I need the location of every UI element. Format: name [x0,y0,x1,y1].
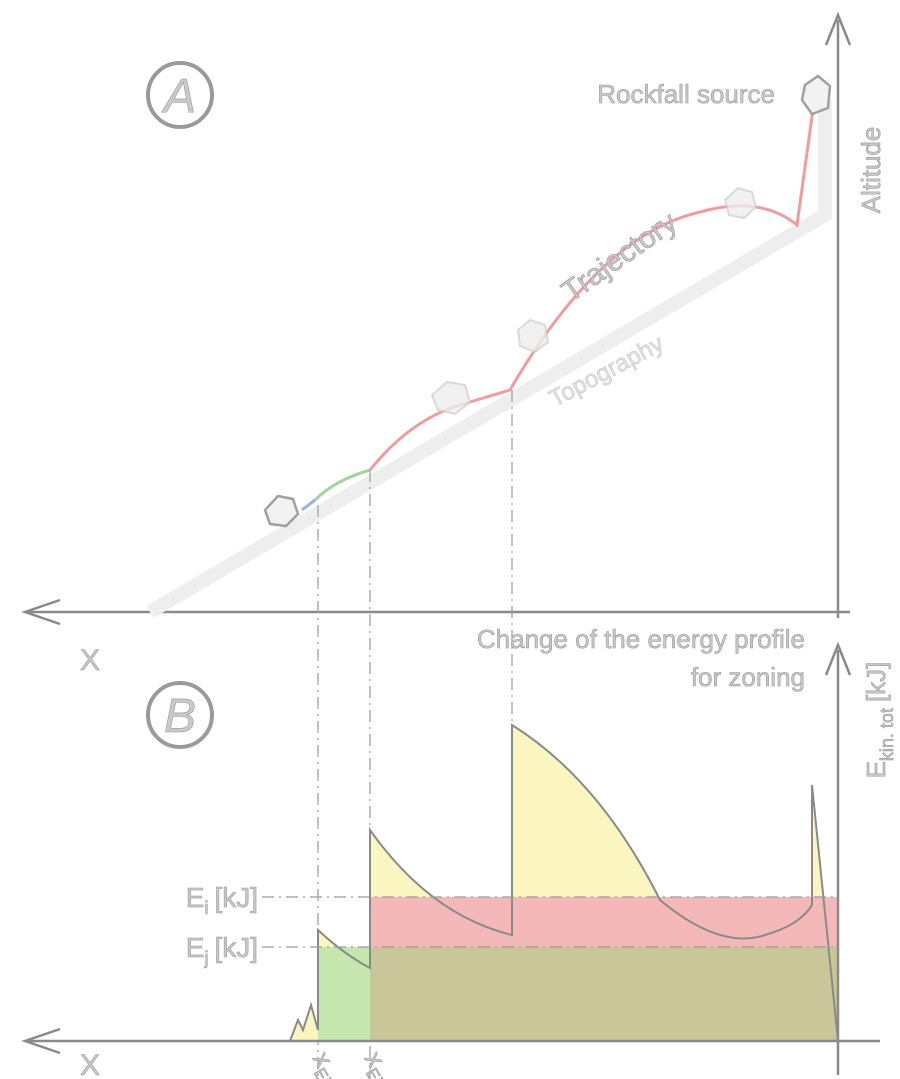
rock [802,76,830,114]
zone-mid [370,947,838,1041]
y-axis-label: Altitude [856,127,886,214]
note: Change of the energy profile [477,624,805,654]
source-label: Rockfall source [597,79,775,109]
label-sub: j [203,948,208,968]
threshold-label: Ej [kJ] [186,932,258,968]
rock [725,188,756,218]
y-axis-label: Ekin. tot [kJ] [861,662,897,779]
rocks [265,76,830,526]
note: for zoning [691,662,805,692]
label-unit: [kJ] [861,662,891,702]
threshold-label: Ei [kJ] [186,882,258,918]
rock [432,382,470,414]
label-unit: [kJ] [214,882,258,913]
label-base: E [186,882,205,913]
panel-b: B Change of the energy profile for zonin… [25,624,897,1079]
x-axis-label: X [80,644,100,677]
zone-high [370,897,838,947]
panel-letter: A [161,70,196,123]
topography [150,100,825,612]
panel-a: A Altitude X Topography Trajectory Rockf… [25,15,886,677]
label-sub: i [204,898,208,918]
panel-letter: B [164,690,196,743]
x-mark-label: xEi [355,1046,399,1079]
x-mark-label: xEj [303,1046,347,1079]
rock [518,320,548,352]
zone-low [318,947,370,1041]
diagram: A Altitude X Topography Trajectory Rockf… [0,0,900,1079]
x-axis-label: X [80,1049,100,1079]
label-unit: [kJ] [214,932,258,963]
label-base: E [186,932,205,963]
label-base: E [861,761,891,778]
label-sub: kin. tot [877,708,897,761]
trajectory-label: Trajectory [556,206,683,309]
